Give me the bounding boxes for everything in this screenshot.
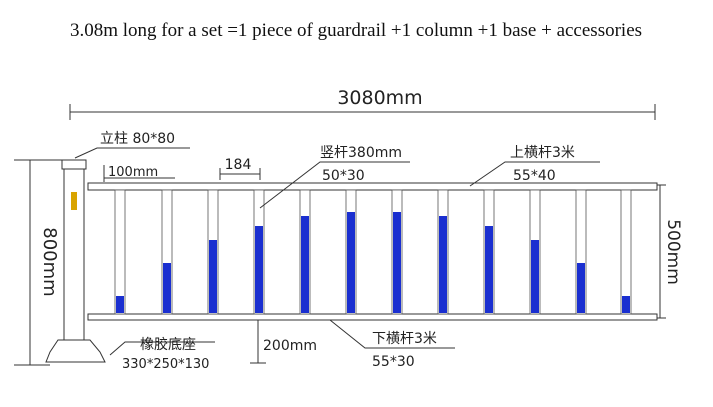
title: 3.08m long for a set =1 piece of guardra…: [70, 20, 642, 41]
length-label: 3080mm: [337, 87, 422, 109]
vertical-bar: [161, 189, 173, 315]
bar-fill: [485, 226, 493, 313]
base: [45, 339, 106, 363]
bar-fill: [393, 212, 401, 313]
bar-fill: [347, 212, 355, 313]
bar-fill: [116, 296, 124, 313]
top-rail-label: 上横杆3米: [510, 145, 575, 161]
height-dimension: [14, 159, 62, 366]
base-size: 330*250*130: [122, 357, 209, 372]
vertical-bar-label: 竖杆380mm: [320, 145, 402, 161]
vertical-bars: [114, 189, 632, 315]
column-cap: [61, 159, 87, 170]
vertical-bar: [114, 189, 126, 315]
ground-gap-label: 200mm: [263, 338, 317, 354]
vertical-bar: [575, 189, 587, 315]
length-dimension: [69, 104, 656, 120]
base-label: 橡胶底座: [140, 336, 196, 353]
height-label: 800mm: [39, 227, 60, 296]
bar-fill: [439, 216, 447, 313]
bar-fill: [531, 240, 539, 313]
post-offset-label: 100mm: [108, 165, 158, 180]
bar-fill: [209, 240, 217, 313]
bottom-rail-label: 下横杆3米: [372, 331, 437, 347]
bar-fill: [301, 216, 309, 313]
top-rail: [87, 182, 658, 191]
bottom-rail-size: 55*30: [372, 354, 415, 370]
column-label: 立柱 80*80: [100, 131, 175, 147]
column-bracket: [71, 192, 77, 210]
bar-fill: [622, 296, 630, 313]
bar-fill: [577, 263, 585, 313]
vertical-bar-size: 50*30: [322, 168, 365, 184]
top-rail-size: 55*40: [513, 168, 556, 184]
leader-lines: [74, 147, 600, 364]
bar-fill: [163, 263, 171, 313]
rail-height-label: 500mm: [663, 219, 683, 285]
post-spacing-label: 184: [225, 157, 252, 173]
vertical-bar: [620, 189, 632, 315]
bottom-rail: [87, 313, 658, 321]
bar-fill: [255, 226, 263, 313]
